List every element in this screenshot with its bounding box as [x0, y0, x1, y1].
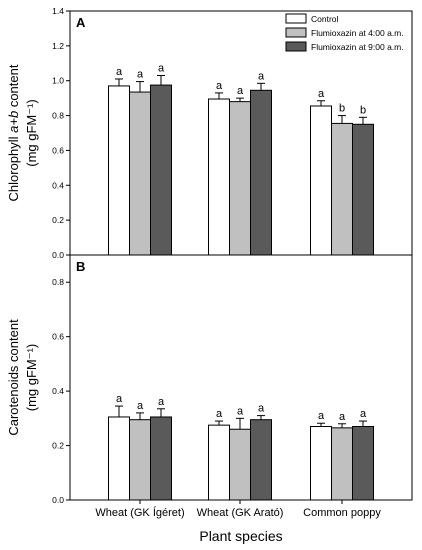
category-label: Wheat (GK Ígéret) [95, 506, 184, 519]
bar [129, 419, 151, 501]
significance-label: a [158, 396, 165, 408]
bar [208, 98, 230, 256]
significance-label: a [258, 403, 265, 415]
significance-label: a [318, 410, 325, 422]
bar [108, 85, 130, 256]
category-label: Common poppy [303, 507, 381, 519]
y-tick-label: 0.6 [52, 145, 64, 155]
bar [331, 122, 353, 256]
y-tick-label: 0.8 [52, 277, 64, 287]
significance-label: b [360, 104, 366, 116]
legend-swatch [285, 41, 307, 52]
y-tick-label: 0.4 [52, 180, 64, 190]
y-axis-titles: Chlorophyll a+b content(mg gFM⁻¹)Caroten… [6, 64, 39, 436]
y-tick-label: 1.2 [52, 41, 64, 51]
bar [229, 101, 251, 256]
y-tick-label: 0.8 [52, 111, 64, 121]
significance-label: a [137, 400, 144, 412]
panel-b: 0.0 0.2 0.4 0.6 0.8 Ba a a Wheat (GK Ígéret) a a a W… [52, 254, 413, 519]
legend-label: Control [311, 14, 339, 24]
legend-label: Flumioxazin at 4:00 a.m. [311, 28, 404, 38]
y-tick-label: 0.6 [52, 332, 64, 342]
bar [331, 427, 353, 501]
y-axis-title-line2: (mg gFM⁻¹) [24, 344, 39, 412]
significance-label: a [237, 405, 244, 417]
significance-label: b [339, 103, 345, 115]
significance-label: a [339, 411, 346, 423]
bar [250, 419, 272, 501]
significance-label: a [137, 69, 144, 81]
y-axis-title-line2: (mg gFM⁻¹) [24, 99, 39, 167]
bar [250, 89, 272, 256]
panel-a: 0.0 0.2 0.4 0.6 0.8 1.0 1.2 1.4 Aa a a a a a a b b [52, 6, 413, 260]
bar [208, 424, 230, 501]
significance-label: a [116, 66, 123, 78]
legend-swatch [285, 13, 307, 24]
bar [150, 84, 172, 256]
y-tick-label: 1.4 [52, 6, 64, 16]
significance-label: a [216, 408, 223, 420]
bar [310, 105, 332, 256]
y-tick-label: 0.2 [52, 215, 64, 225]
legend-label: Flumioxazin at 9:00 a.m. [311, 42, 404, 52]
bar [108, 416, 130, 501]
bar [129, 91, 151, 256]
category-label: Wheat (GK Arató) [197, 507, 284, 519]
y-tick-label: 1.0 [52, 76, 64, 86]
bar [352, 123, 374, 256]
significance-label: a [158, 62, 165, 74]
significance-label: a [237, 85, 244, 97]
x-axis-title: Plant species [199, 528, 282, 544]
y-axis-title-line1: Chlorophyll a+b content [6, 64, 21, 201]
significance-label: a [116, 393, 123, 405]
y-tick-label: 0.0 [52, 250, 64, 260]
y-axis-title-line1: Carotenoids content [6, 319, 21, 436]
bar [150, 416, 172, 501]
y-tick-label: 0.2 [52, 441, 64, 451]
significance-label: a [360, 408, 367, 420]
significance-label: a [216, 80, 223, 92]
bar [352, 426, 374, 501]
panel-letter: A [76, 15, 86, 30]
significance-label: a [258, 70, 265, 82]
panel-letter: B [76, 259, 85, 274]
y-tick-label: 0.0 [52, 495, 64, 505]
y-tick-label: 0.4 [52, 386, 64, 396]
bar [310, 426, 332, 501]
significance-label: a [318, 88, 325, 100]
bar [229, 428, 251, 501]
legend-swatch [285, 27, 307, 38]
legend: Control Flumioxazin at 4:00 a.m. Flumioxaz… [285, 13, 404, 52]
